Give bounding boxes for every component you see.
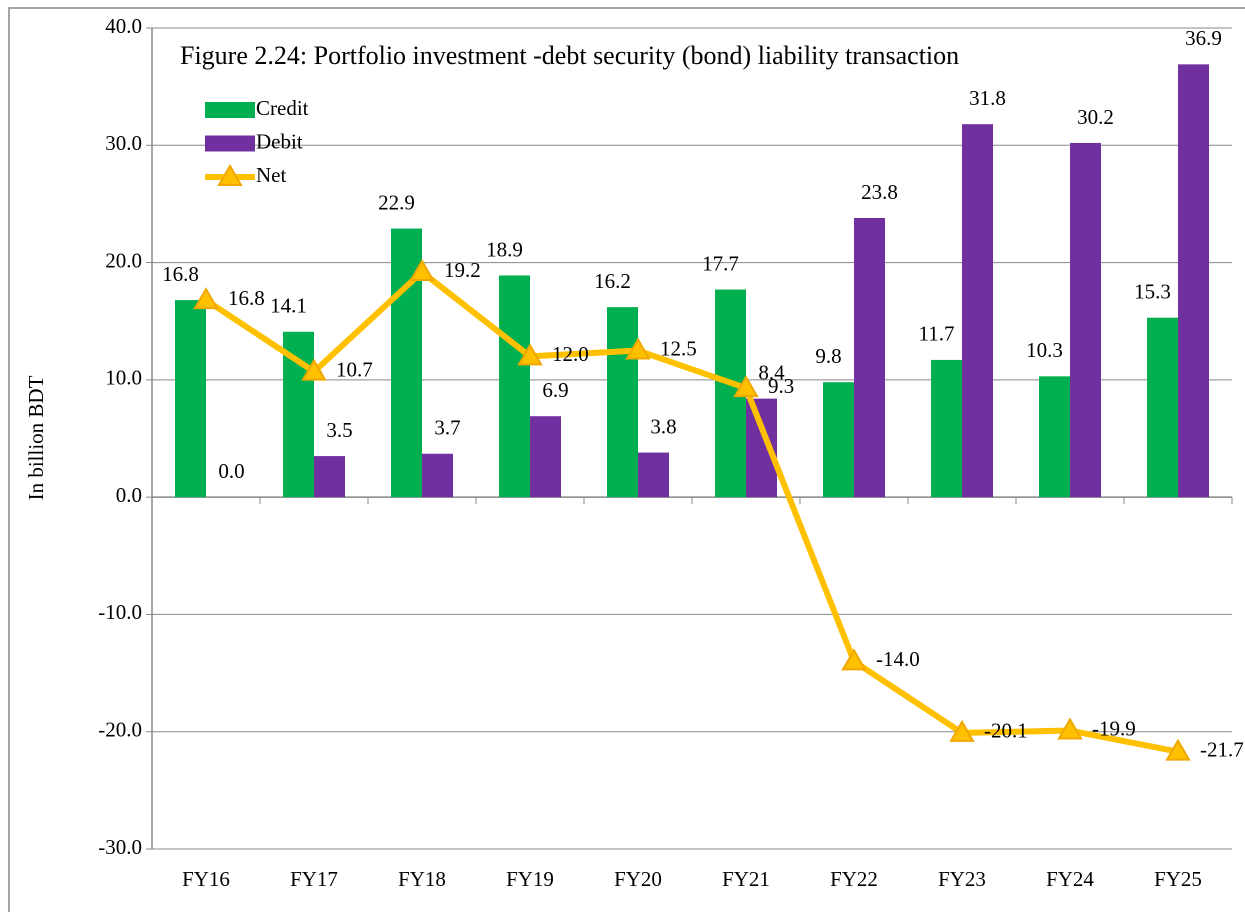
data-label: 14.1	[270, 294, 307, 318]
net-marker	[517, 343, 543, 366]
bar	[530, 416, 561, 498]
data-label: 16.8	[228, 286, 265, 310]
bar	[931, 359, 962, 498]
data-label: 0.0	[218, 459, 244, 483]
y-tick-label: 0.0	[116, 483, 142, 507]
chart-frame	[8, 7, 1245, 917]
data-label: -19.9	[1092, 716, 1136, 740]
data-label: 31.8	[969, 86, 1006, 110]
x-tick-label: FY21	[722, 867, 770, 891]
data-label: 16.2	[594, 269, 631, 293]
data-label: 11.7	[919, 322, 955, 346]
x-tick-label: FY23	[938, 867, 986, 891]
data-label: 6.9	[542, 378, 568, 402]
bar	[823, 382, 854, 498]
legend-label: Credit	[256, 96, 309, 120]
legend-label: Debit	[256, 129, 303, 153]
bar	[1070, 142, 1101, 498]
data-label: -21.7	[1200, 737, 1244, 761]
y-tick-label: -10.0	[98, 600, 142, 624]
data-label: 23.8	[861, 180, 898, 204]
bar	[1039, 376, 1070, 498]
legend-swatch	[205, 102, 255, 118]
data-label: -14.0	[876, 647, 920, 671]
net-marker	[409, 258, 435, 281]
y-tick-label: -30.0	[98, 835, 142, 859]
x-tick-label: FY16	[182, 867, 230, 891]
data-label: 15.3	[1134, 280, 1171, 304]
data-label: 12.0	[552, 342, 589, 366]
data-label: 8.4	[758, 360, 785, 384]
bar	[962, 124, 993, 498]
legend-swatch	[205, 135, 255, 152]
data-label: 18.9	[486, 237, 523, 261]
net-marker	[625, 337, 651, 360]
x-tick-label: FY20	[614, 867, 662, 891]
x-tick-label: FY19	[506, 867, 554, 891]
bar	[1178, 64, 1209, 498]
data-label: 9.3	[768, 374, 794, 398]
net-marker	[1165, 738, 1191, 761]
data-label: 30.2	[1077, 105, 1114, 129]
net-marker	[949, 719, 975, 742]
data-label: -20.1	[984, 719, 1028, 743]
net-marker	[193, 287, 219, 310]
net-line	[204, 268, 1179, 755]
data-label: 3.8	[650, 414, 676, 438]
data-label: 36.9	[1185, 26, 1222, 50]
data-label: 10.7	[336, 357, 373, 381]
data-label: 3.5	[326, 418, 352, 442]
y-tick-label: 10.0	[105, 366, 142, 390]
data-label: 17.7	[702, 251, 739, 275]
y-tick-label: 30.0	[105, 131, 142, 155]
bar	[607, 307, 638, 498]
x-tick-label: FY18	[398, 867, 446, 891]
bar	[1147, 317, 1178, 498]
y-tick-label: 40.0	[105, 14, 142, 38]
x-tick-label: FY24	[1046, 867, 1094, 891]
bar	[314, 456, 345, 498]
legend-label: Net	[256, 163, 286, 187]
chart-title: Figure 2.24: Portfolio investment -debt …	[180, 41, 959, 70]
net-marker	[733, 375, 759, 398]
x-tick-label: FY25	[1154, 867, 1202, 891]
data-label: 10.3	[1026, 338, 1063, 362]
data-label: 9.8	[815, 344, 841, 368]
y-tick-label: 20.0	[105, 248, 142, 272]
data-label: 12.5	[660, 336, 697, 360]
net-marker	[841, 648, 867, 671]
bar	[175, 300, 206, 498]
data-label: 16.8	[162, 262, 199, 286]
bar	[499, 275, 530, 498]
bar	[854, 218, 885, 498]
x-tick-label: FY17	[290, 867, 338, 891]
bar	[638, 452, 669, 498]
y-axis-label: In billion BDT	[24, 375, 48, 500]
y-tick-label: -20.0	[98, 718, 142, 742]
x-tick-label: FY22	[830, 867, 878, 891]
net-marker	[301, 358, 327, 381]
data-label: 22.9	[378, 190, 415, 214]
data-label: 19.2	[444, 258, 481, 282]
net-marker	[1057, 717, 1083, 740]
legend-marker	[217, 164, 243, 186]
bar	[422, 453, 453, 498]
data-label: 3.7	[434, 416, 460, 440]
